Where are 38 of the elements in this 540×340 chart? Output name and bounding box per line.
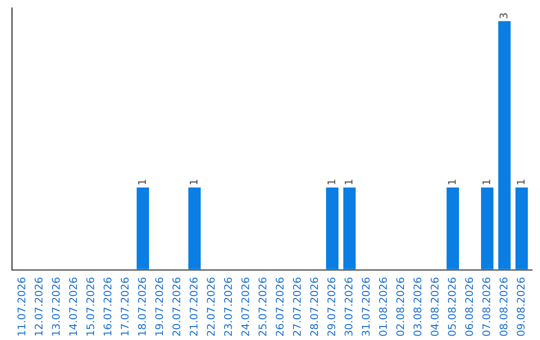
x-tick-label: 18.07.2026: [138, 278, 146, 336]
x-tick-label: 13.07.2026: [52, 278, 60, 336]
x-tick-label: 05.08.2026: [448, 278, 456, 336]
x-tick-label: 25.07.2026: [258, 278, 266, 336]
x-tick-label: 11.07.2026: [17, 278, 26, 336]
x-tick-label: 08.08.2026: [500, 278, 508, 336]
x-tick-label: 04.08.2026: [430, 278, 439, 336]
x-tick-label: 29.07.2026: [327, 278, 336, 336]
x-tick-label: 06.08.2026: [465, 278, 474, 336]
x-tick-label: 30.07.2026: [344, 278, 353, 336]
x-tick-label: 22.07.2026: [206, 278, 215, 336]
x-tick-label: 28.07.2026: [310, 278, 318, 336]
data-label: 1: [190, 180, 198, 184]
x-tick-label: 19.07.2026: [155, 278, 164, 336]
x-tick-label: 17.07.2026: [120, 278, 129, 336]
x-tick-label: 26.07.2026: [276, 278, 284, 336]
x-tick-label: 14.07.2026: [69, 278, 78, 336]
x-tick-label: 15.07.2026: [86, 278, 94, 336]
x-tick-label: 02.08.2026: [396, 278, 404, 336]
x-tick-label: 07.08.2026: [482, 278, 490, 336]
x-tick-label: 12.07.2026: [34, 278, 43, 336]
x-tick-label: 31.07.2026: [362, 278, 370, 336]
x-tick-label: 21.07.2026: [190, 278, 198, 336]
x-tick-label: 16.07.2026: [104, 278, 112, 336]
data-label: 1: [448, 180, 456, 184]
data-label: 3: [500, 13, 508, 18]
x-tick-label: 09.08.2026: [516, 278, 525, 336]
data-label: 1: [328, 180, 336, 184]
data-label: 1: [516, 180, 525, 184]
x-tick-label: 27.07.2026: [292, 278, 301, 336]
x-tick-label: 24.07.2026: [241, 278, 250, 336]
x-tick-label: 23.07.2026: [224, 278, 232, 336]
data-label: 1: [482, 180, 490, 184]
x-tick-label: 20.07.2026: [172, 278, 180, 336]
x-tick-label: 03.08.2026: [414, 278, 422, 336]
data-label: 1: [138, 180, 146, 184]
data-label: 1: [344, 180, 352, 184]
x-tick-label: 01.08.2026: [379, 278, 387, 336]
